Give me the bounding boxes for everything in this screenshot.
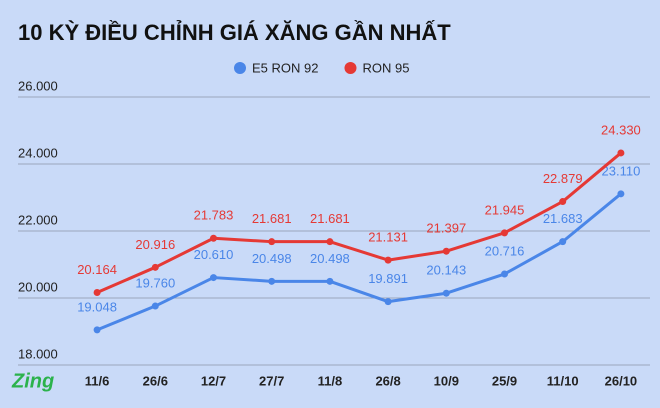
value-label: 21.783 xyxy=(194,208,234,223)
point xyxy=(151,263,159,271)
point xyxy=(268,238,276,246)
point xyxy=(559,198,567,206)
point xyxy=(617,190,625,198)
legend-marker xyxy=(234,62,246,74)
value-label: 21.945 xyxy=(485,202,525,217)
value-label: 20.143 xyxy=(426,263,466,278)
value-label: 20.164 xyxy=(77,262,117,277)
point xyxy=(617,149,625,157)
point xyxy=(93,289,101,297)
point xyxy=(151,302,159,310)
point xyxy=(210,274,217,282)
value-label: 22.879 xyxy=(543,171,583,186)
series-line xyxy=(96,192,622,332)
point xyxy=(210,234,217,242)
logo: Zing xyxy=(11,370,54,392)
y-tick-label: 22.000 xyxy=(18,212,58,227)
legend-label: RON 95 xyxy=(362,60,409,75)
value-label: 20.610 xyxy=(194,247,234,262)
point xyxy=(326,277,334,285)
point xyxy=(384,256,392,264)
x-tick-label: 11/8 xyxy=(318,373,343,388)
value-label: 24.330 xyxy=(601,122,641,137)
point xyxy=(559,238,567,246)
value-label: 21.131 xyxy=(368,230,408,245)
point xyxy=(501,229,508,237)
legend-label: E5 RON 92 xyxy=(252,60,318,75)
value-label: 23.110 xyxy=(602,163,641,178)
y-tick-label: 26.000 xyxy=(18,78,58,93)
value-label: 21.681 xyxy=(310,211,350,226)
point xyxy=(442,247,450,255)
point xyxy=(93,326,101,334)
point xyxy=(501,270,508,278)
value-label: 20.716 xyxy=(485,243,525,258)
x-tick-label: 27/7 xyxy=(259,373,284,388)
x-tick-label: 10/9 xyxy=(434,373,459,388)
value-label: 20.498 xyxy=(252,251,292,266)
chart-title: 10 KỲ ĐIỀU CHỈNH GIÁ XĂNG GẦN NHẤT xyxy=(18,20,451,45)
point xyxy=(326,238,334,246)
x-tick-label: 12/7 xyxy=(201,373,226,388)
y-tick-label: 20.000 xyxy=(18,279,58,294)
value-label: 20.498 xyxy=(310,251,350,266)
value-label: 21.397 xyxy=(426,221,466,236)
value-label: 19.048 xyxy=(77,299,117,314)
value-label: 21.683 xyxy=(543,211,583,226)
x-tick-label: 26/8 xyxy=(375,373,400,388)
point xyxy=(268,277,276,285)
point xyxy=(384,298,392,306)
x-tick-label: 11/10 xyxy=(547,373,579,388)
x-tick-label: 25/9 xyxy=(492,373,517,388)
value-label: 19.891 xyxy=(368,271,408,286)
series-line xyxy=(96,151,622,294)
x-tick-label: 11/6 xyxy=(85,373,110,388)
value-label: 21.681 xyxy=(252,211,292,226)
legend-marker xyxy=(344,62,357,74)
value-label: 20.916 xyxy=(135,237,175,252)
value-label: 19.760 xyxy=(135,275,175,290)
y-tick-label: 24.000 xyxy=(18,145,58,160)
x-tick-label: 26/10 xyxy=(605,373,638,388)
x-tick-label: 26/6 xyxy=(143,373,168,388)
y-tick-label: 18.000 xyxy=(18,346,58,361)
point xyxy=(442,289,450,297)
